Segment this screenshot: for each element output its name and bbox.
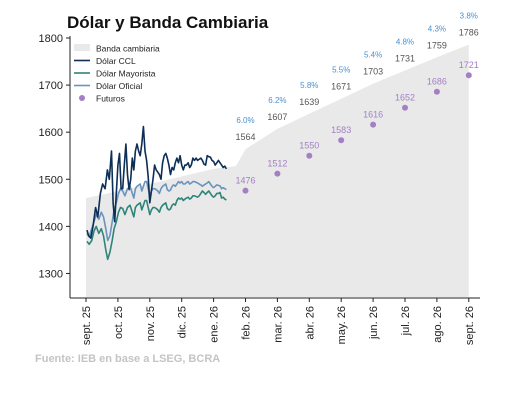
- legend-swatch-band: [74, 44, 90, 51]
- x-tick-label: feb. 26: [241, 306, 253, 340]
- x-tick-label: abr. 26: [304, 306, 316, 340]
- x-tick-label: dic. 25: [177, 306, 189, 338]
- y-tick-label: 1300: [39, 268, 63, 280]
- legend-label: Dólar CCL: [96, 56, 136, 66]
- x-tick-label: jun. 26: [368, 306, 380, 340]
- band-pct-label: 6.0%: [236, 116, 254, 125]
- futuros-value-label: 1550: [299, 141, 319, 151]
- legend: Banda cambiaria Dólar CCL Dólar Mayorista D…: [74, 44, 160, 104]
- band-value-label: 1564: [235, 132, 255, 142]
- y-tick-label: 1800: [39, 33, 63, 45]
- band-pct-label: 4.8%: [396, 38, 414, 47]
- x-tick-label: sept. 25: [81, 306, 93, 345]
- x-tick-label: nov. 25: [145, 306, 157, 341]
- x-tick-label: sept. 26: [464, 306, 476, 345]
- legend-label: Dólar Mayorista: [96, 69, 156, 79]
- futuros-point: [242, 187, 249, 194]
- x-tick-label: oct. 25: [113, 306, 125, 339]
- axes: 1300 1400 1500 1600 1700 1800 sept. 25 oct. 25 n…: [39, 33, 480, 345]
- y-tick-label: 1600: [39, 127, 63, 139]
- legend-label: Banda cambiaria: [96, 44, 160, 54]
- series-line-d-lar-ccl: [86, 125, 228, 239]
- band-value-label: 1786: [459, 28, 479, 38]
- series-layer: [86, 125, 228, 261]
- futuros-value-label: 1512: [267, 159, 287, 169]
- x-tick-label: ene. 26: [209, 306, 221, 343]
- x-tick-label: mar. 26: [272, 306, 284, 343]
- band-pct-label: 4.3%: [428, 24, 446, 33]
- futuros-value-label: 1652: [395, 93, 415, 103]
- futuros-value-label: 1476: [235, 176, 255, 186]
- band-pct-label: 5.4%: [364, 51, 382, 60]
- band-pct-label: 6.2%: [268, 96, 286, 105]
- x-tick-label: jul. 26: [400, 306, 412, 336]
- futuros-point: [306, 152, 313, 159]
- legend-label: Futuros: [96, 94, 125, 104]
- band-value-label: 1671: [331, 82, 351, 92]
- series-line-d-lar-mayorista: [86, 190, 227, 261]
- band-value-label: 1731: [395, 54, 415, 64]
- y-tick-label: 1500: [39, 174, 63, 186]
- futuros-point: [338, 137, 345, 144]
- futuros-point: [465, 72, 472, 79]
- futuros-value-label: 1583: [331, 125, 351, 135]
- band-pct-label: 3.8%: [460, 12, 478, 21]
- futuros-point: [433, 88, 440, 95]
- band-pct-label: 5.5%: [332, 66, 350, 75]
- y-tick-label: 1700: [39, 80, 63, 92]
- source-note: Fuente: IEB en base a LSEG, BCRA: [35, 353, 220, 365]
- x-tick-label: may. 26: [336, 306, 348, 344]
- futuros-layer: [242, 72, 472, 194]
- futuros-value-label: 1721: [459, 60, 479, 70]
- chart-title: Dólar y Banda Cambiaria: [67, 13, 269, 32]
- futuros-value-label: 1686: [427, 77, 447, 87]
- futuros-value-label: 1616: [363, 110, 383, 120]
- legend-swatch-futuros: [79, 95, 85, 101]
- futuros-point: [370, 121, 377, 128]
- band-value-label: 1639: [299, 97, 319, 107]
- futuros-point: [274, 170, 281, 177]
- band-value-label: 1759: [427, 40, 447, 50]
- band-pct-label: 5.8%: [300, 81, 318, 90]
- y-tick-label: 1400: [39, 221, 63, 233]
- futuros-point: [402, 104, 408, 111]
- x-tick-label: ago. 26: [432, 306, 444, 343]
- band-value-label: 1607: [267, 112, 287, 122]
- band-value-label: 1703: [363, 67, 383, 77]
- annotation-layer: 1476 1512 1550 1583 1616 1652 1686 1721 1564 6.0%…: [235, 12, 478, 186]
- legend-label: Dólar Oficial: [96, 81, 142, 91]
